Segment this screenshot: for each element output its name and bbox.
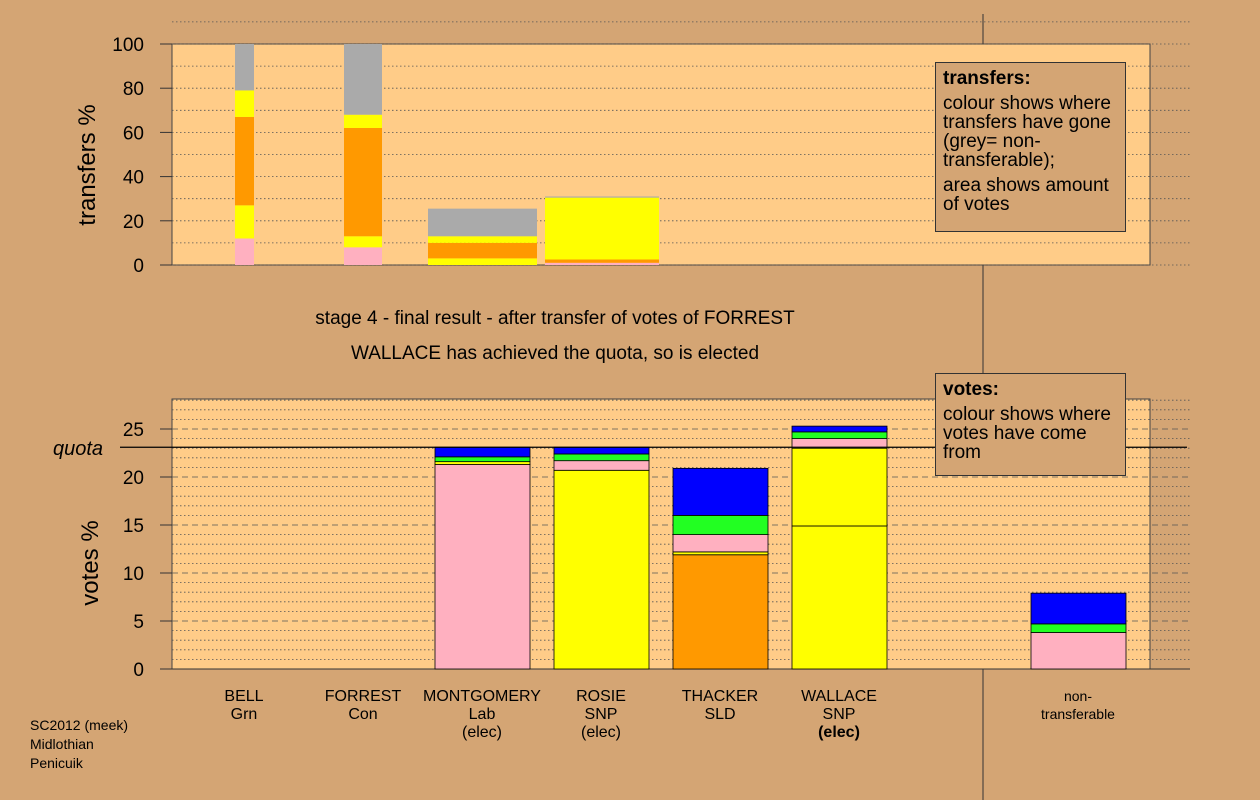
category-label: BELL <box>224 688 263 705</box>
votes-ytick-label: 15 <box>123 516 144 537</box>
footer-line-3: Penicuik <box>30 755 83 771</box>
transfer-bar-segment <box>235 116 254 206</box>
vote-bar-segment <box>1030 592 1127 625</box>
transfers-legend: transfers: colour shows where transfers … <box>935 62 1126 232</box>
votes-ylabel: votes % <box>77 520 104 605</box>
category-label: ROSIE <box>576 688 626 705</box>
votes-ytick-label: 10 <box>123 564 144 585</box>
transfer-bar-segment <box>545 259 659 263</box>
transfers-ytick-label: 100 <box>112 35 144 56</box>
category-label: Grn <box>231 706 258 723</box>
transfers-ytick-label: 60 <box>123 123 144 144</box>
transfer-bar-segment <box>428 236 537 243</box>
votes-ytick-label: 25 <box>123 420 144 441</box>
votes-ytick-label: 5 <box>133 612 144 633</box>
vote-bar-segment <box>672 515 769 536</box>
vote-bar-segment <box>672 551 769 556</box>
transfer-bar-segment <box>545 196 659 198</box>
category-label: non- <box>1064 688 1092 704</box>
vote-bar-segment <box>1030 632 1127 670</box>
vote-bar-segment <box>434 461 531 465</box>
category-label: Lab <box>469 706 496 723</box>
vote-bar-segment <box>672 467 769 516</box>
transfer-bar-segment <box>235 238 254 265</box>
vote-bar-segment <box>791 447 888 527</box>
category-label: THACKER <box>682 688 758 705</box>
transfers-legend-title: transfers: <box>943 68 1031 89</box>
vote-bar-segment <box>553 469 650 670</box>
transfers-ytick-label: 80 <box>123 79 144 100</box>
vote-bar-segment <box>553 453 650 462</box>
votes-legend: votes: colour shows where votes have com… <box>935 373 1126 476</box>
vote-bar-segment <box>434 464 531 670</box>
elected-caption: WALLACE has achieved the quota, so is el… <box>350 343 760 364</box>
transfers-ytick-label: 40 <box>123 168 144 189</box>
transfer-bar-segment <box>428 208 537 237</box>
votes-ytick-label: 0 <box>133 660 144 681</box>
vote-bar-segment <box>434 456 531 463</box>
votes-ytick-label: 20 <box>123 468 144 489</box>
vote-bar-segment <box>791 425 888 433</box>
vote-bar-segment <box>553 460 650 471</box>
footer: SC2012 (meek) Midlothian Penicuik <box>30 716 128 773</box>
category-label: (elec) <box>581 724 621 741</box>
transfers-legend-text-2: area shows amount of votes <box>943 175 1109 215</box>
transfer-bar-segment <box>344 114 382 128</box>
vote-bar-segment <box>672 554 769 670</box>
transfer-bar-segment <box>344 236 382 248</box>
transfer-bar-segment <box>235 44 254 91</box>
transfer-bar-segment <box>235 205 254 239</box>
category-label: (elec) <box>462 724 502 741</box>
transfer-bar-segment <box>428 258 537 265</box>
transfer-bar-segment <box>428 242 537 259</box>
transfer-bar-segment <box>344 247 382 265</box>
category-label: transferable <box>1041 706 1115 722</box>
category-label: SNP <box>585 706 618 723</box>
category-label: FORREST <box>325 688 402 705</box>
transfer-bar-segment <box>545 262 659 265</box>
transfer-bar-segment <box>545 197 659 260</box>
vote-bar-segment <box>791 525 888 670</box>
category-label: SNP <box>823 706 856 723</box>
vote-bar-segment <box>434 446 531 458</box>
footer-line-1: SC2012 (meek) <box>30 717 129 733</box>
transfer-bar-segment <box>235 90 254 117</box>
category-label: SLD <box>704 706 735 723</box>
transfer-bar-segment <box>344 127 382 237</box>
category-label: WALLACE <box>801 688 877 705</box>
transfer-bar-segment <box>344 44 382 115</box>
transfers-ylabel: transfers % <box>74 104 101 225</box>
vote-bar-segment <box>791 431 888 440</box>
transfers-ytick-label: 0 <box>133 256 144 277</box>
category-label: MONTGOMERY <box>423 688 541 705</box>
vote-bar-segment <box>553 446 650 455</box>
quota-label: quota <box>53 438 103 460</box>
footer-line-2: Midlothian <box>30 736 94 752</box>
transfers-ytick-label: 20 <box>123 212 144 233</box>
votes-legend-text: colour shows where votes have come from <box>943 404 1111 463</box>
category-label: (elec) <box>818 724 860 741</box>
vote-bar-segment <box>672 534 769 553</box>
stage-caption: stage 4 - final result - after transfer … <box>315 308 795 329</box>
votes-legend-title: votes: <box>943 379 999 400</box>
category-label: Con <box>348 706 377 723</box>
transfers-legend-text-1: colour shows where transfers have gone (… <box>943 93 1111 171</box>
vote-bar-segment <box>1030 623 1127 633</box>
